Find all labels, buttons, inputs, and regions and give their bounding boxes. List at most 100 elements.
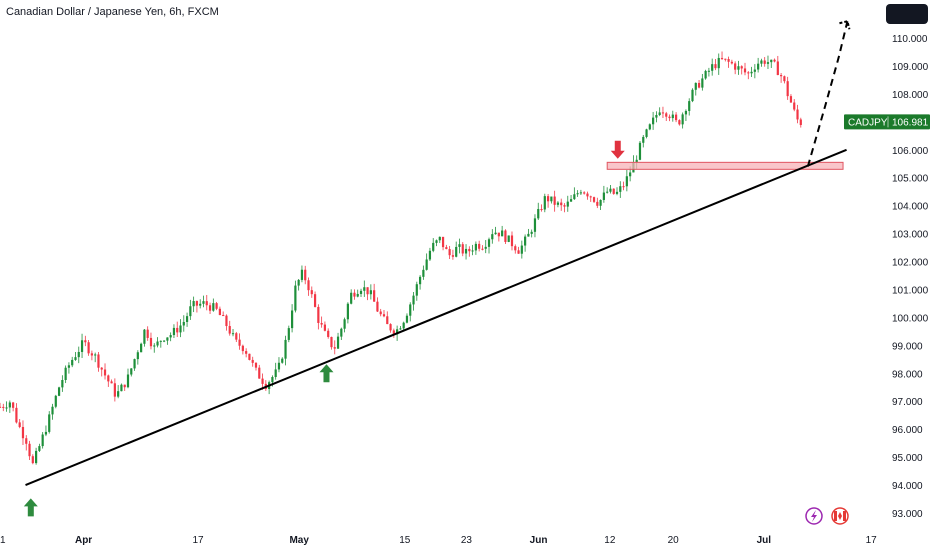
candle xyxy=(520,240,523,259)
candle xyxy=(117,385,120,399)
candle xyxy=(222,311,225,317)
candle xyxy=(701,73,704,91)
candle xyxy=(543,193,546,213)
canada-flag-icon[interactable] xyxy=(831,507,849,525)
y-tick-label: 98.000 xyxy=(892,369,923,380)
price-badge-bg xyxy=(844,114,930,130)
candle xyxy=(189,299,192,320)
candle xyxy=(674,112,678,123)
y-tick-label: 97.000 xyxy=(892,397,923,408)
candle xyxy=(212,298,215,312)
candle xyxy=(35,447,38,465)
arrow-up-icon[interactable] xyxy=(319,364,334,383)
candle xyxy=(750,66,753,78)
candle xyxy=(343,317,346,333)
candle xyxy=(379,308,382,317)
x-tick-label: 1 xyxy=(0,535,6,546)
candle xyxy=(501,225,504,237)
candle xyxy=(697,80,701,89)
candle xyxy=(25,435,28,451)
candle xyxy=(464,244,468,260)
candle xyxy=(448,245,451,260)
candle xyxy=(218,306,221,316)
candle xyxy=(12,401,15,412)
candle xyxy=(235,331,238,343)
arrow-up-icon[interactable] xyxy=(23,498,38,517)
y-tick-label: 99.000 xyxy=(892,341,923,352)
candle xyxy=(94,352,97,363)
candle xyxy=(757,57,760,73)
projection-path[interactable] xyxy=(806,20,849,167)
x-tick-label: 17 xyxy=(866,535,878,546)
candle xyxy=(192,296,195,313)
candle xyxy=(317,304,320,330)
candle xyxy=(31,454,34,465)
menu-button[interactable] xyxy=(886,4,928,24)
candle xyxy=(254,362,258,371)
candle xyxy=(786,76,789,100)
candle xyxy=(90,350,93,361)
candle xyxy=(140,342,143,353)
candle xyxy=(172,324,176,339)
candle xyxy=(494,226,497,235)
candle xyxy=(238,333,241,350)
candle xyxy=(199,299,202,309)
x-tick-label: 17 xyxy=(192,535,204,546)
candle xyxy=(274,362,277,380)
candle xyxy=(28,440,31,461)
candle xyxy=(474,241,477,255)
candle xyxy=(471,244,474,256)
candle xyxy=(484,240,487,254)
candle xyxy=(780,72,783,83)
candle xyxy=(694,82,697,96)
candle xyxy=(481,245,484,251)
candle xyxy=(583,191,586,195)
y-tick-label: 95.000 xyxy=(892,453,923,464)
candle xyxy=(793,99,796,112)
y-tick-label: 96.000 xyxy=(892,425,923,436)
bottom-icons xyxy=(805,507,849,525)
candle xyxy=(717,53,720,75)
candle xyxy=(510,231,514,251)
candle xyxy=(497,232,500,242)
candle xyxy=(107,374,110,387)
candle xyxy=(149,332,153,350)
candle xyxy=(290,304,294,333)
candle xyxy=(468,246,471,257)
candle xyxy=(737,60,740,75)
candle xyxy=(169,332,172,342)
candle xyxy=(136,350,139,365)
candle xyxy=(573,187,576,200)
x-tick-label: Jun xyxy=(530,535,548,546)
y-tick-label: 104.000 xyxy=(892,202,929,213)
trendline[interactable] xyxy=(25,148,847,486)
candle xyxy=(373,283,376,302)
badge-symbol: CADJPY xyxy=(848,117,888,128)
candle xyxy=(540,204,543,212)
candle xyxy=(530,229,533,238)
candle xyxy=(734,61,737,75)
candle xyxy=(770,59,773,68)
candle xyxy=(300,265,304,283)
candle xyxy=(113,378,116,402)
candle xyxy=(763,57,766,67)
candle xyxy=(415,281,418,301)
support-zone[interactable] xyxy=(606,161,844,170)
arrow-down-icon[interactable] xyxy=(610,140,625,159)
candle xyxy=(625,169,628,192)
candle xyxy=(330,336,333,350)
candle xyxy=(461,242,464,257)
lightning-icon[interactable] xyxy=(805,507,823,525)
candle xyxy=(681,112,684,129)
price-axis: 110.000109.000108.000107.000106.000105.0… xyxy=(892,34,929,520)
candle xyxy=(179,319,182,338)
candle xyxy=(241,344,244,355)
candle xyxy=(438,236,441,244)
candle xyxy=(730,59,733,65)
candle xyxy=(350,289,353,305)
candle xyxy=(753,64,756,79)
candle xyxy=(80,333,84,358)
candle xyxy=(146,326,149,341)
candle xyxy=(537,202,540,220)
